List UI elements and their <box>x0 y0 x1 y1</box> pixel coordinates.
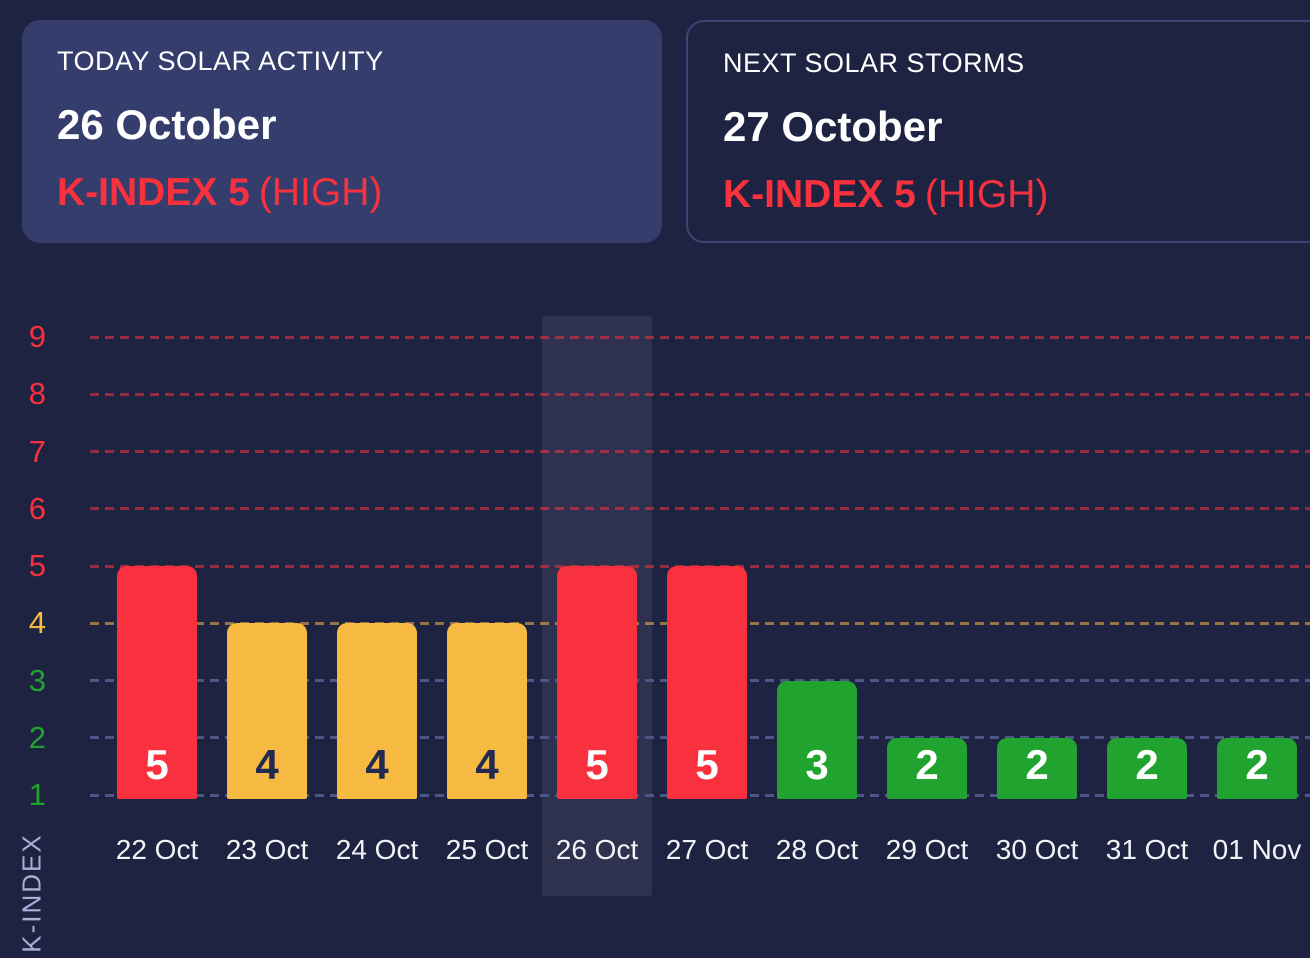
bar-value-label: 5 <box>585 741 609 788</box>
next-card-kindex: K-INDEX 5 (HIGH) <box>723 173 1310 217</box>
x-tick-label: 25 Oct <box>445 834 529 865</box>
bar-value-label: 5 <box>145 741 169 788</box>
today-kindex-severity: (HIGH) <box>258 171 383 214</box>
next-card-title: NEXT SOLAR STORMS <box>723 48 1025 78</box>
y-tick-label: 5 <box>28 548 46 583</box>
gridline <box>90 392 1310 396</box>
x-tick-label: 24 Oct <box>335 834 419 865</box>
today-card-kindex: K-INDEX 5 (HIGH) <box>57 171 627 215</box>
bar-value-label: 4 <box>365 741 389 788</box>
bar[interactable]: 5 <box>557 566 637 799</box>
bar-value-label: 5 <box>695 741 719 788</box>
y-tick-label: 4 <box>28 605 46 641</box>
bar[interactable]: 2 <box>1107 737 1187 799</box>
bar-value-label: 4 <box>255 741 279 788</box>
y-tick-label: 3 <box>28 662 46 698</box>
today-card: TODAY SOLAR ACTIVITY 26 October K-INDEX … <box>22 20 662 243</box>
y-tick-label: 9 <box>28 319 46 354</box>
x-tick-label: 22 Oct <box>115 834 199 865</box>
y-tick-label: 7 <box>28 433 46 469</box>
gridline <box>90 335 1310 339</box>
bar[interactable]: 5 <box>117 566 197 799</box>
bar[interactable]: 2 <box>1217 737 1297 799</box>
y-tick-label: 8 <box>28 376 46 412</box>
x-tick-label: 29 Oct <box>885 834 969 865</box>
y-axis-title: K-INDEX <box>16 833 47 953</box>
bar-value-label: 2 <box>915 741 939 788</box>
today-kindex-value: K-INDEX 5 <box>57 171 250 214</box>
next-kindex-severity: (HIGH) <box>924 173 1049 216</box>
y-tick-label: 6 <box>28 490 46 526</box>
bar[interactable]: 3 <box>777 680 857 799</box>
gridline <box>90 450 1310 453</box>
x-tick-label: 23 Oct <box>225 834 309 865</box>
x-tick-label: 27 Oct <box>665 834 749 865</box>
bar-value-label: 3 <box>805 741 829 788</box>
bar-value-label: 2 <box>1135 741 1159 788</box>
bar-value-label: 4 <box>475 741 499 788</box>
x-tick-label: 26 Oct <box>555 834 639 865</box>
bar-value-label: 2 <box>1025 741 1049 788</box>
bar[interactable]: 4 <box>227 623 307 799</box>
today-card-date: 26 October <box>57 101 277 148</box>
bar[interactable]: 5 <box>667 566 747 799</box>
bar[interactable]: 4 <box>447 623 527 799</box>
bar-value-label: 2 <box>1245 741 1269 788</box>
x-tick-label: 28 Oct <box>775 834 859 865</box>
bar[interactable]: 4 <box>337 623 417 799</box>
bar[interactable]: 2 <box>887 737 967 799</box>
next-kindex-value: K-INDEX 5 <box>723 173 916 216</box>
today-card-title: TODAY SOLAR ACTIVITY <box>57 46 384 76</box>
gridline <box>90 507 1310 511</box>
y-tick-label: 1 <box>28 777 46 812</box>
y-tick-label: 2 <box>28 719 46 755</box>
x-tick-label: 31 Oct <box>1105 834 1189 865</box>
bar[interactable]: 2 <box>997 737 1077 799</box>
x-tick-label: 30 Oct <box>995 834 1079 865</box>
next-card: NEXT SOLAR STORMS 27 October K-INDEX 5 (H… <box>686 20 1310 243</box>
x-tick-label: 01 Nov <box>1212 834 1302 865</box>
next-card-date: 27 October <box>723 103 943 150</box>
